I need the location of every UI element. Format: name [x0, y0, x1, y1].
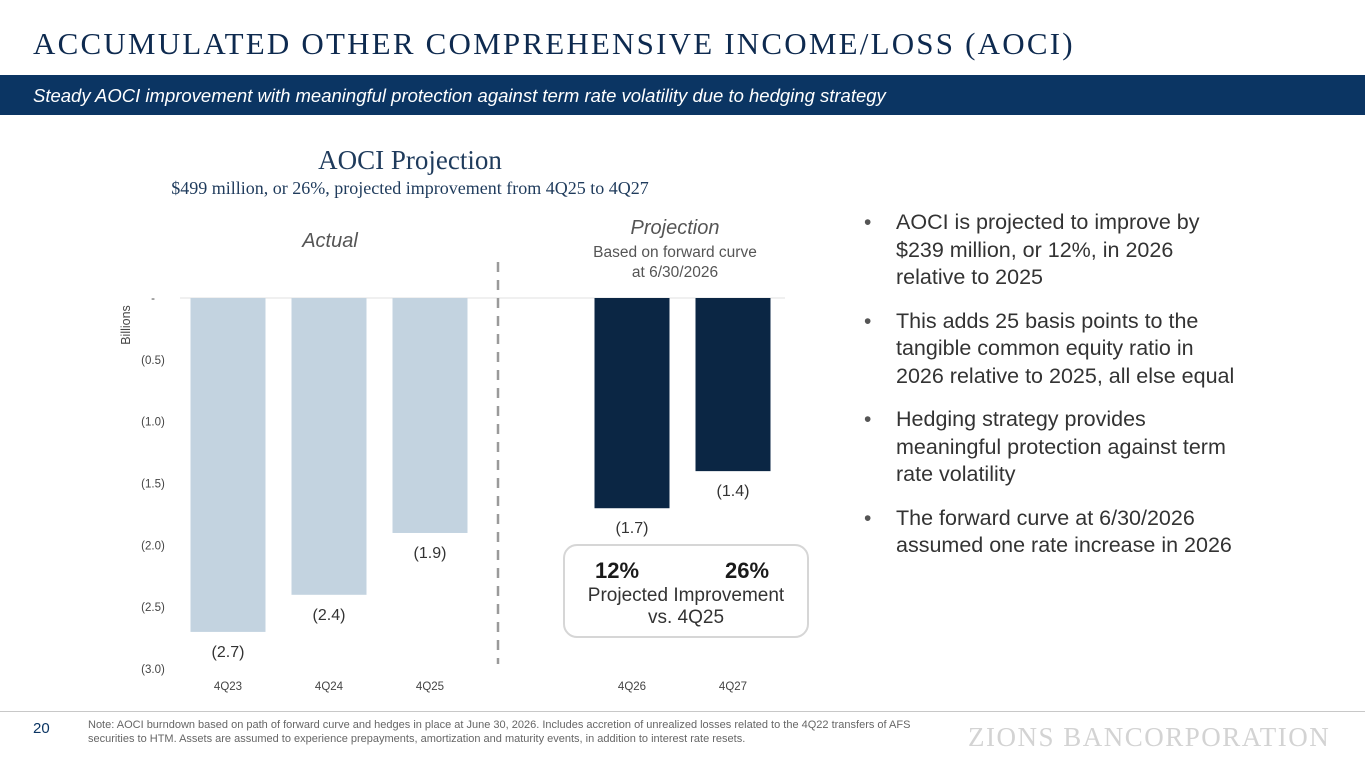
data-label-4q25: (1.9)	[414, 545, 447, 562]
bullet-text: This adds 25 basis points to the tangibl…	[896, 308, 1235, 388]
bullet-item: • The forward curve at 6/30/2026 assumed …	[862, 505, 1242, 560]
callout-caption-line2: vs. 4Q25	[647, 607, 725, 628]
improvement-callout: 12% 26% Projected Improvement vs. 4Q25	[563, 544, 809, 638]
y-tick-label: -	[151, 293, 155, 305]
bullet-item: • Hedging strategy provides meaningful pr…	[862, 406, 1242, 489]
page-title: ACCUMULATED OTHER COMPREHENSIVE INCOME/L…	[33, 26, 1075, 61]
y-tick-label: (2.0)	[141, 540, 165, 552]
callout-pct-4q26: 12%	[595, 558, 640, 583]
callout-caption-line1: Projected Improvement	[587, 585, 785, 606]
bullet-text: Hedging strategy provides meaningful pro…	[896, 407, 1226, 486]
bullet-item: • This adds 25 basis points to the tangib…	[862, 308, 1242, 391]
actual-group-label: Actual	[302, 230, 358, 252]
x-tick-label: 4Q23	[214, 681, 242, 693]
x-tick-label: 4Q24	[315, 681, 344, 693]
callout-pct-4q27: 26%	[725, 558, 770, 583]
data-label-4q27: (1.4)	[717, 483, 750, 500]
footnote: Note: AOCI burndown based on path of for…	[88, 719, 911, 745]
page-number: 20	[33, 720, 50, 737]
y-tick-label: (2.5)	[141, 602, 165, 614]
chart-title: AOCI Projection	[318, 145, 502, 175]
y-tick-label: (3.0)	[141, 664, 165, 676]
bullet-icon: •	[864, 309, 872, 333]
bullet-icon: •	[864, 506, 872, 530]
bullet-icon: •	[864, 408, 872, 431]
bar-4q23	[190, 298, 266, 632]
data-label-4q23: (2.7)	[212, 644, 245, 661]
callout-caption: Projected Improvement vs. 4Q25	[565, 585, 807, 629]
x-tick-label: 4Q26	[618, 681, 646, 693]
y-tick-label: (0.5)	[141, 355, 165, 367]
bullet-text: AOCI is projected to improve by $239 mil…	[896, 210, 1200, 289]
footer-divider	[0, 711, 1365, 712]
bullet-icon: •	[864, 211, 872, 234]
bullet-text: The forward curve at 6/30/2026 assumed o…	[896, 505, 1232, 558]
bar-4q24	[291, 298, 367, 595]
y-axis-label: Billions	[119, 305, 133, 345]
banner-subtitle: Steady AOCI improvement with meaningful …	[33, 85, 886, 106]
x-tick-label: 4Q25	[416, 681, 444, 693]
data-label-4q24: (2.4)	[313, 607, 346, 624]
y-tick-label: (1.5)	[141, 479, 165, 491]
chart-subtitle: $499 million, or 26%, projected improvem…	[171, 178, 649, 198]
projection-note: Based on forward curve at 6/30/2026	[593, 244, 757, 281]
bullet-item: • AOCI is projected to improve by $239 mi…	[862, 209, 1242, 292]
bullet-list: • AOCI is projected to improve by $239 mi…	[862, 209, 1242, 576]
subtitle-banner: Steady AOCI improvement with meaningful …	[0, 75, 1365, 115]
data-label-4q26: (1.7)	[616, 520, 649, 537]
bar-4q26	[594, 298, 670, 509]
bar-4q27	[695, 298, 771, 472]
projection-group-label: Projection	[630, 217, 720, 239]
bar-4q25	[392, 298, 468, 533]
company-logo: ZIONS BANCORPORATION	[968, 722, 1331, 752]
x-tick-label: 4Q27	[719, 681, 747, 693]
y-tick-label: (1.0)	[141, 417, 165, 429]
